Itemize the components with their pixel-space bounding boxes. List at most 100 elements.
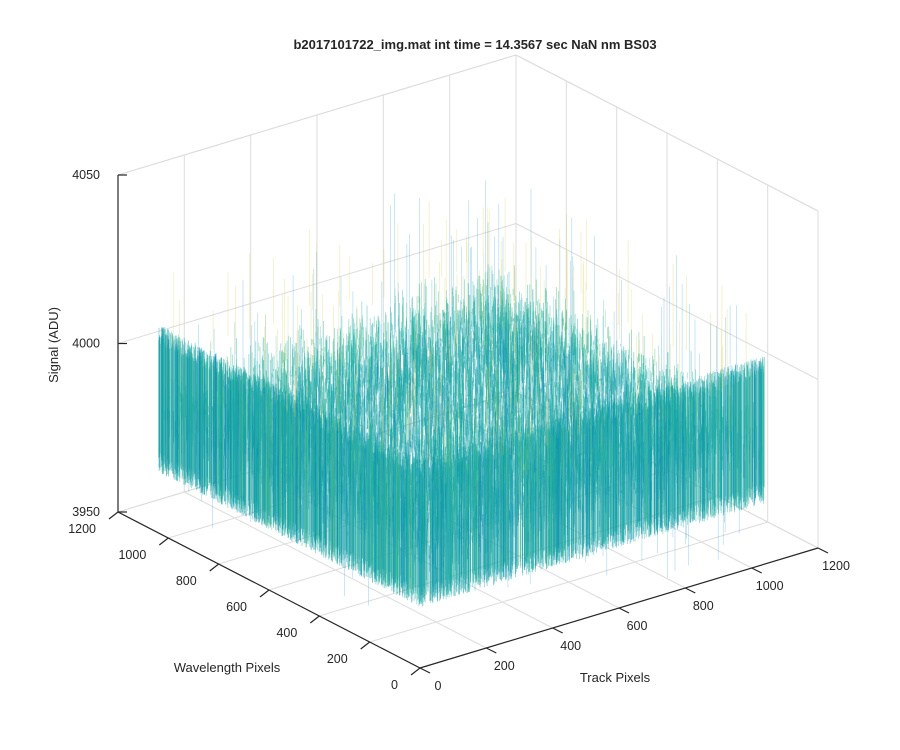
surface-strokes xyxy=(294,368,552,530)
surface-strokes xyxy=(334,378,719,578)
tick-layer: 0 200 400 600 800 1000 1200 0 200 400 600 800 1000 12… xyxy=(68,168,850,693)
x-tick-mark xyxy=(552,627,563,634)
y-tick-label: 1200 xyxy=(68,522,96,536)
y-tick-mark xyxy=(108,511,119,520)
surface-strokes xyxy=(263,329,387,513)
surface-strokes xyxy=(319,286,453,367)
y-tick-label: 400 xyxy=(276,626,297,640)
y-axis-label: Wavelength Pixels xyxy=(174,660,281,675)
y-tick-mark xyxy=(158,537,169,546)
surface-strokes xyxy=(414,283,486,389)
x-tick-mark xyxy=(618,607,630,614)
surface-strokes xyxy=(333,282,535,431)
surface-strokes xyxy=(344,271,577,466)
z-axis-label: Signal (ADU) xyxy=(46,307,61,383)
y-tick-label: 0 xyxy=(391,678,398,692)
surface-strokes xyxy=(356,314,592,349)
surface-strokes xyxy=(213,356,662,563)
surface-strokes xyxy=(218,315,457,484)
surface-spikes-high xyxy=(172,197,747,468)
surface-strokes xyxy=(222,367,604,541)
y-tick-mark xyxy=(209,563,220,572)
surface-strokes xyxy=(380,279,498,577)
y-tick-label: 800 xyxy=(176,574,197,588)
x-axis-label: Track Pixels xyxy=(580,670,651,685)
surface-strokes xyxy=(182,343,506,467)
surface-strokes xyxy=(501,370,576,457)
surface-strokes xyxy=(299,373,539,527)
surface-layer xyxy=(158,180,765,607)
surface-strokes xyxy=(329,336,533,472)
surface-strokes xyxy=(167,339,590,551)
surface-strokes xyxy=(317,357,763,545)
surface-strokes xyxy=(438,376,684,490)
surface-strokes xyxy=(381,430,397,453)
surface-strokes xyxy=(239,332,472,524)
z-tick-label: 4050 xyxy=(72,168,100,182)
surface-strokes xyxy=(366,313,705,554)
surface-strokes xyxy=(298,424,589,568)
surface-strokes xyxy=(349,440,480,561)
surface-strokes xyxy=(169,378,484,544)
surface-strokes xyxy=(269,392,427,603)
x-tick-mark xyxy=(751,567,762,574)
surface-strokes xyxy=(342,364,631,587)
x-tick-label: 0 xyxy=(435,679,442,693)
surface-strokes xyxy=(297,376,732,526)
x-tick-label: 800 xyxy=(693,599,714,613)
surface-strokes xyxy=(166,332,639,527)
surface-strokes xyxy=(342,432,518,569)
surface-spikes xyxy=(188,180,740,606)
x-tick-mark xyxy=(817,547,829,554)
grid-line-z-side xyxy=(515,223,819,380)
box-edge-top-back xyxy=(117,54,517,176)
z-tick-label: 4000 xyxy=(72,337,100,351)
surface-strokes xyxy=(312,339,478,446)
x-tick-mark xyxy=(486,647,497,654)
chart-title: b2017101722_img.mat int time = 14.3567 s… xyxy=(293,37,656,52)
y-tick-mark xyxy=(309,615,320,624)
x-tick-label: 600 xyxy=(627,619,648,633)
surface-strokes xyxy=(243,343,732,535)
y-tick-mark xyxy=(360,641,371,650)
y-tick-mark xyxy=(410,667,421,676)
surface-strokes xyxy=(295,330,657,579)
surface-strokes xyxy=(175,300,712,572)
surface-strokes xyxy=(452,454,550,552)
surface-strokes xyxy=(190,319,685,581)
surface-strokes xyxy=(368,287,702,445)
y-tick-label: 200 xyxy=(327,652,348,666)
surface-strokes xyxy=(426,408,583,584)
surface-strokes xyxy=(225,365,583,553)
x-tick-mark xyxy=(419,667,431,674)
surface-strokes xyxy=(258,342,632,582)
surface-strokes xyxy=(225,384,712,562)
surface-strokes xyxy=(392,437,412,590)
surface-strokes xyxy=(337,422,491,578)
surface-strokes xyxy=(193,316,734,594)
surface-strokes xyxy=(307,375,730,541)
box-edge-top-side xyxy=(515,54,819,212)
surface-strokes xyxy=(276,324,392,514)
surface-strokes xyxy=(249,324,699,565)
x-tick-label: 1000 xyxy=(756,579,784,593)
y-tick-label: 600 xyxy=(226,600,247,614)
grid-line-floor-y xyxy=(369,521,768,643)
surface-strokes xyxy=(238,371,565,501)
surface-strokes xyxy=(230,296,751,584)
surface-strokes xyxy=(421,317,593,556)
surface-strokes xyxy=(179,295,422,467)
grid-line-z-back xyxy=(117,223,517,344)
x-tick-mark xyxy=(685,587,696,594)
surface-strokes xyxy=(252,383,692,564)
y-tick-mark xyxy=(259,589,270,598)
surface-strokes xyxy=(197,355,739,569)
surface-strokes xyxy=(285,385,697,465)
x-tick-label: 400 xyxy=(560,639,581,653)
surface-strokes xyxy=(248,378,565,531)
surface-strokes xyxy=(268,277,679,571)
surface-strokes xyxy=(201,364,667,603)
z-tick-label: 3950 xyxy=(72,505,100,519)
